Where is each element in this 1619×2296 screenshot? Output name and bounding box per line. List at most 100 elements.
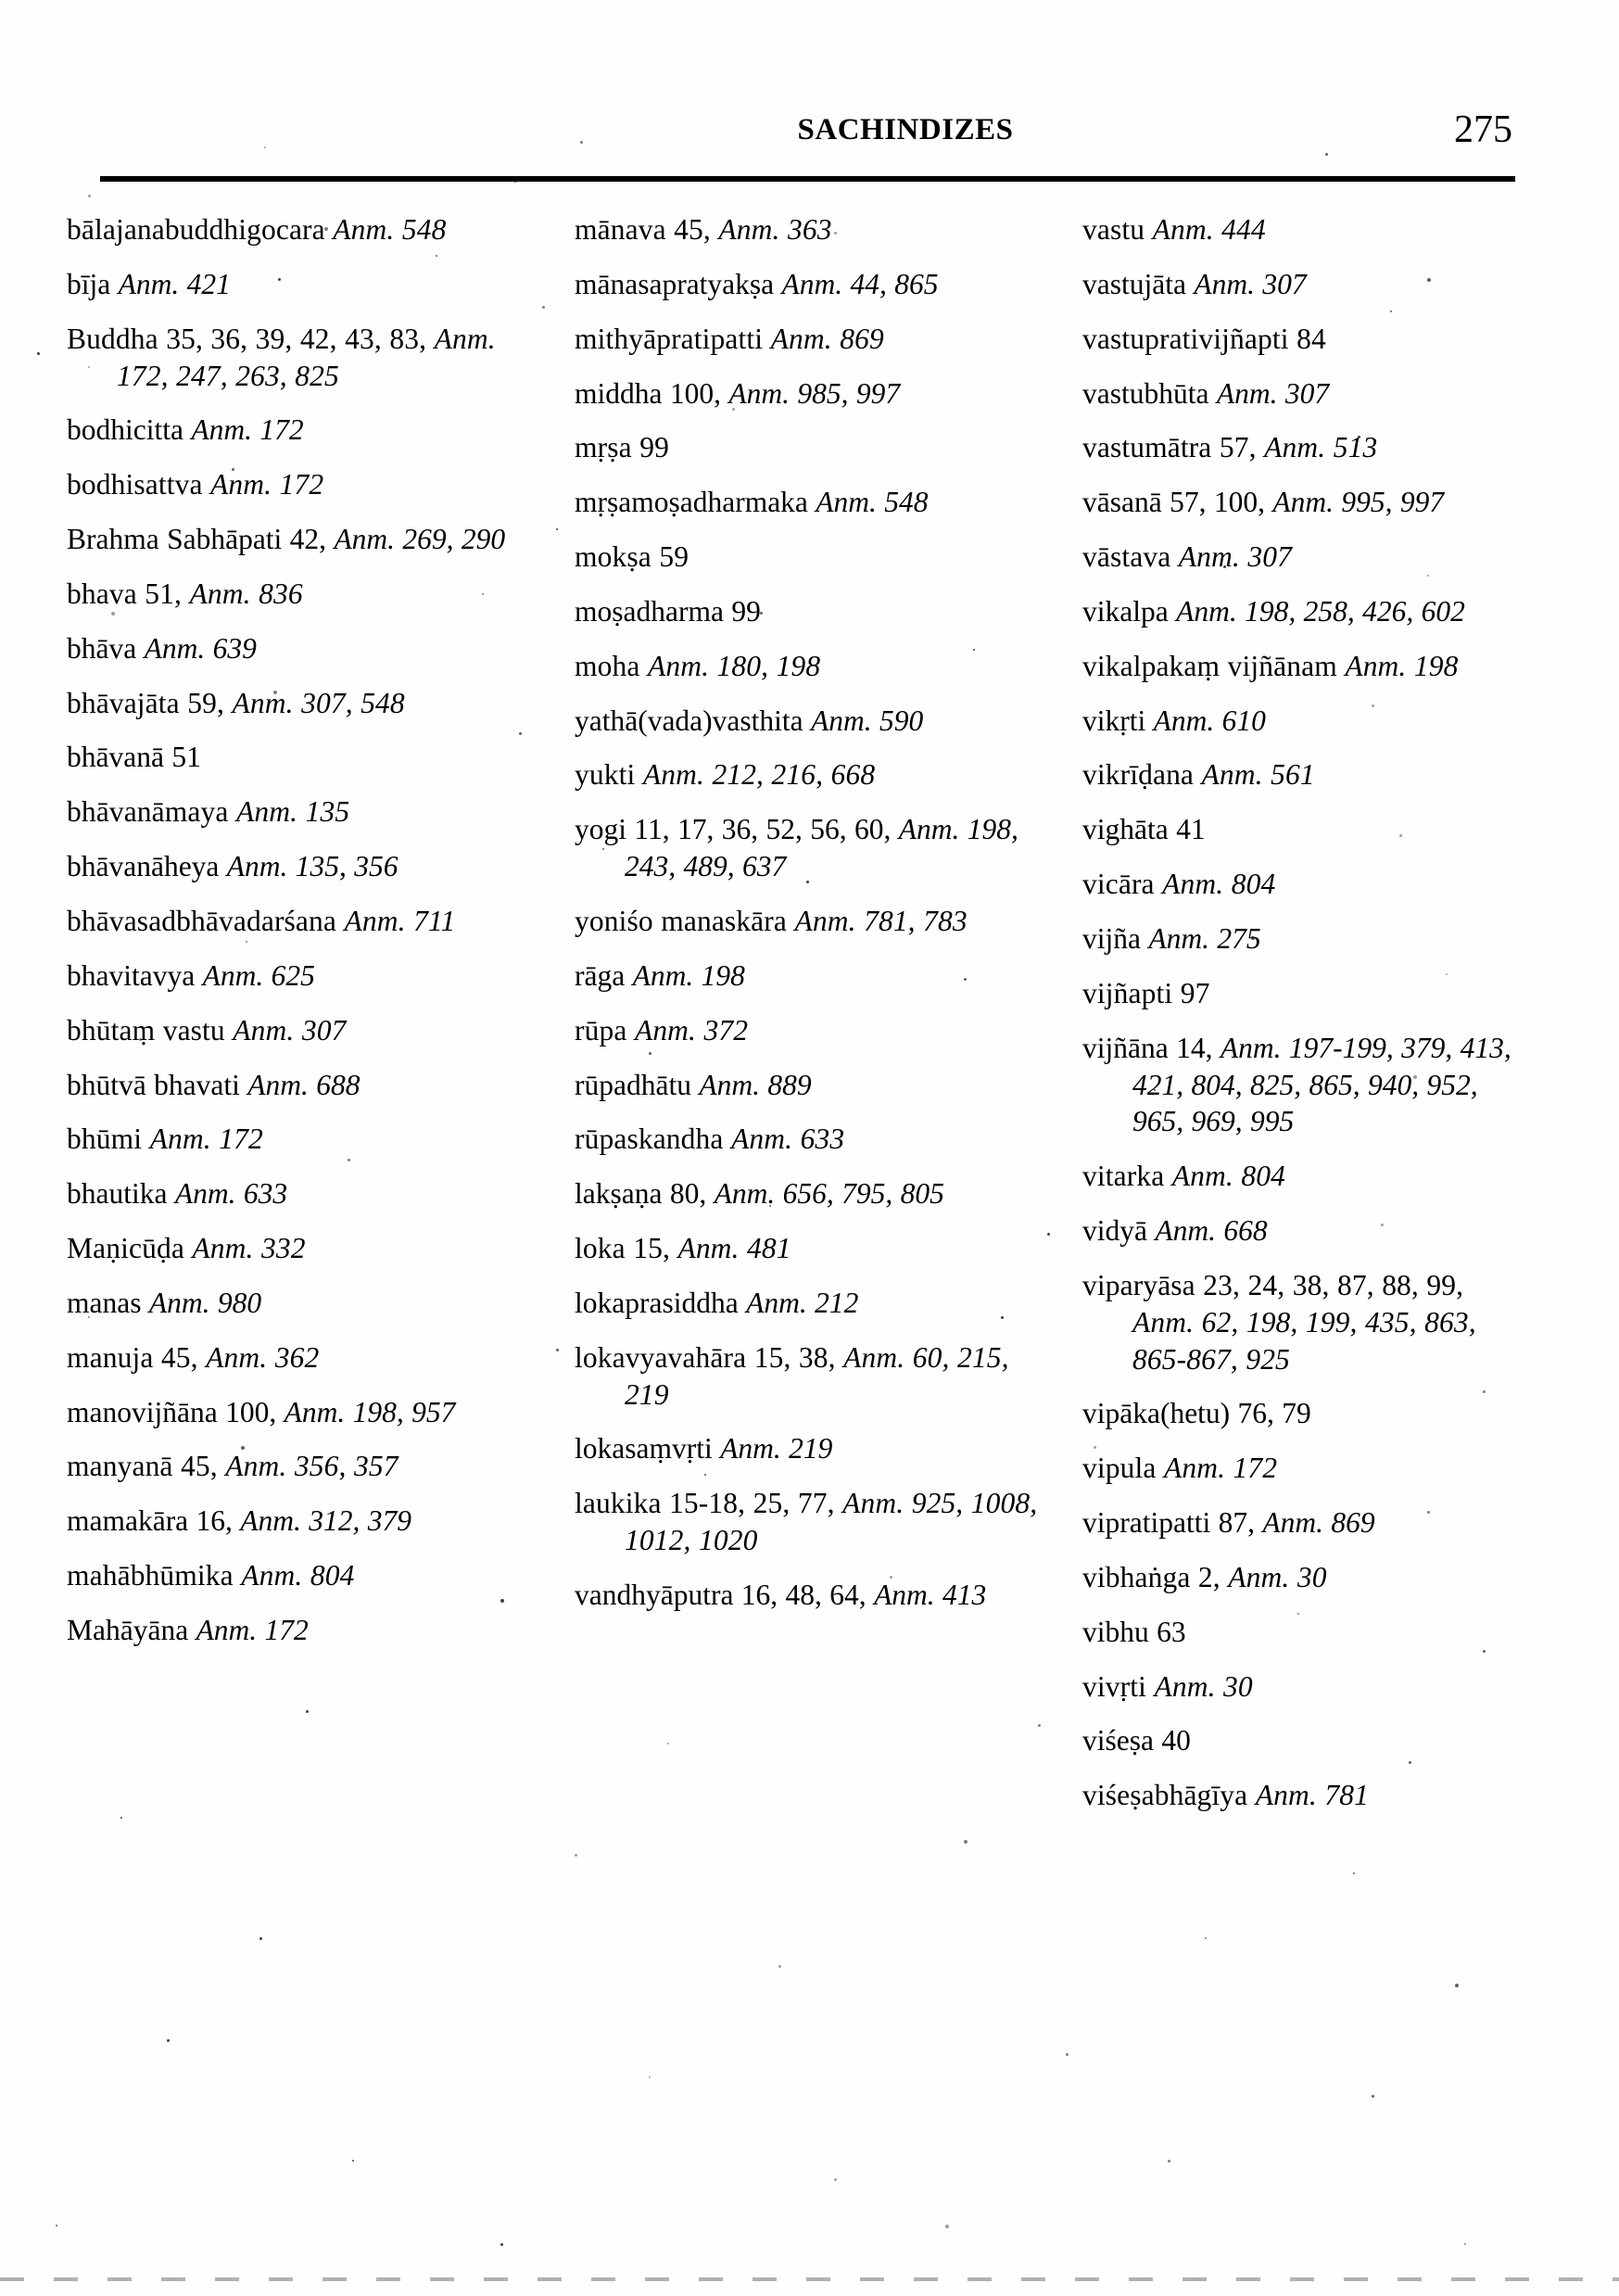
entry-headword: vijña <box>1082 921 1141 955</box>
entry-headword: Buddha 35, 36, 39, 42, 43, 83, <box>67 322 427 355</box>
entry-headword: mānasapratyakṣa <box>575 267 775 300</box>
entry-references: Anm. 62, 198, 199, 435, 863, 865-867, 92… <box>1132 1305 1476 1376</box>
index-entry: vastujāta Anm. 307 <box>1082 266 1531 303</box>
entry-headword: vighāta 41 <box>1082 813 1206 846</box>
entry-references: Anm. 889 <box>699 1068 812 1101</box>
entry-headword: vāstava <box>1082 540 1171 574</box>
entry-references: Anm. 307, 548 <box>232 686 405 719</box>
scan-speckle <box>352 2160 354 2162</box>
entry-headword: vastubhūta <box>1082 376 1209 410</box>
entry-headword: middha 100, <box>575 376 721 410</box>
index-entry: rūpadhātu Anm. 889 <box>575 1067 1040 1104</box>
index-entry: bhāvanāheya Anm. 135, 356 <box>67 848 549 885</box>
entry-references: Anm. 135 <box>235 795 350 829</box>
entry-headword: mahābhūmika <box>67 1559 234 1592</box>
entry-references: Anm. 610 <box>1153 704 1266 737</box>
column-2: mānava 45, Anm. 363 mānasapratyakṣa Anm. … <box>558 211 1049 1631</box>
scan-speckle <box>778 1965 781 1968</box>
entry-references: Anm. 804 <box>1162 868 1276 901</box>
entry-headword: bhūtaṃ vastu <box>67 1013 225 1047</box>
entry-references: Anm. 561 <box>1201 758 1315 792</box>
entry-headword: mānava 45, <box>575 213 711 246</box>
index-entry: vandhyāputra 16, 48, 64, Anm. 413 <box>575 1577 1040 1614</box>
index-entry: vāstava Anm. 307 <box>1082 539 1531 576</box>
entry-references: Anm. 332 <box>192 1232 306 1265</box>
index-entry: vijña Anm. 275 <box>1082 920 1531 958</box>
entry-headword: rūpaskandha <box>575 1123 724 1156</box>
index-entry: viparyāsa 23, 24, 38, 87, 88, 99, Anm. 6… <box>1082 1267 1531 1378</box>
entry-headword: vibhaṅga 2, <box>1082 1560 1221 1593</box>
index-entry: Mahāyāna Anm. 172 <box>67 1612 549 1649</box>
entry-references: Anm. 198, 957 <box>284 1395 456 1428</box>
entry-headword: vitarka <box>1082 1160 1165 1193</box>
index-entry: lokavyavahāra 15, 38, Anm. 60, 215, 219 <box>575 1339 1040 1414</box>
entry-headword: vikalpakaṃ vijñānam <box>1082 649 1337 682</box>
entry-references: Anm. 172 <box>191 413 304 447</box>
index-entry: bodhicitta Anm. 172 <box>67 412 549 449</box>
index-entry: manovijñāna 100, Anm. 198, 957 <box>67 1394 549 1431</box>
entry-headword: bhautika <box>67 1177 168 1211</box>
scan-speckle <box>1066 2053 1069 2056</box>
entry-references: Anm. 362 <box>206 1340 320 1374</box>
entry-headword: vipula <box>1082 1452 1157 1485</box>
entry-headword: vikṛti <box>1082 704 1146 737</box>
entry-headword: lokaprasiddha <box>575 1286 739 1319</box>
entry-headword: laukika 15-18, 25, 77, <box>575 1487 835 1520</box>
index-columns: bālajanabuddhigocara Anm. 548 bīja Anm. 4… <box>67 211 1549 1832</box>
index-entry: vikalpakaṃ vijñānam Anm. 198 <box>1082 648 1531 685</box>
entry-references: Anm. 219 <box>720 1432 833 1465</box>
scan-speckle <box>1464 2243 1466 2245</box>
index-entry: bhāvasadbhāvadarśana Anm. 711 <box>67 903 549 940</box>
entry-references: Anm. 180, 198 <box>647 649 821 682</box>
index-entry: yogi 11, 17, 36, 52, 56, 60, Anm. 198, 2… <box>575 811 1040 885</box>
index-entry: mahābhūmika Anm. 804 <box>67 1557 549 1594</box>
index-entry: vibhu 63 <box>1082 1614 1531 1651</box>
index-entry: bodhisattva Anm. 172 <box>67 466 549 503</box>
entry-references: Anm. 212 <box>746 1286 859 1319</box>
scan-speckle <box>167 2039 170 2042</box>
entry-references: Anm. 307 <box>233 1013 347 1047</box>
entry-references: Anm. 633 <box>731 1123 845 1156</box>
entry-references: Anm. 548 <box>816 486 929 519</box>
scan-speckle <box>945 2225 949 2228</box>
entry-headword: viśeṣabhāgīya <box>1082 1779 1248 1812</box>
entry-references: Anm. 198, 243, 489, 637 <box>625 813 1018 883</box>
entry-references: Anm. 980 <box>148 1286 262 1319</box>
header-rule <box>100 176 1515 182</box>
entry-references: Anm. 172 <box>210 468 324 501</box>
entry-references: Anm. 30 <box>1154 1669 1253 1703</box>
entry-references: Anm. 513 <box>1264 431 1378 464</box>
entry-headword: mṛṣamoṣadharmaka <box>575 486 808 519</box>
index-entry: manyanā 45, Anm. 356, 357 <box>67 1448 549 1485</box>
index-entry: manas Anm. 980 <box>67 1285 549 1322</box>
entry-headword: yogi 11, 17, 36, 52, 56, 60, <box>575 813 892 846</box>
running-head: SACHINDIZES 275 <box>104 108 1512 182</box>
entry-references: Anm. 198, 258, 426, 602 <box>1176 594 1465 628</box>
index-entry: vastu Anm. 444 <box>1082 211 1531 248</box>
entry-references: Anm. 198 <box>1345 649 1459 682</box>
entry-references: Anm. 197-199, 379, 413, 421, 804, 825, 8… <box>1132 1031 1511 1138</box>
entry-headword: yoniśo manaskāra <box>575 904 787 937</box>
entry-headword: bhūmi <box>67 1123 143 1156</box>
scan-speckle <box>834 2178 837 2181</box>
index-entry: vikrīḍana Anm. 561 <box>1082 756 1531 793</box>
index-entry: laukika 15-18, 25, 77, Anm. 925, 1008, 1… <box>575 1485 1040 1559</box>
index-entry: vipāka(hetu) 76, 79 <box>1082 1395 1531 1432</box>
entry-headword: rūpadhātu <box>575 1068 691 1101</box>
index-entry: bhāvanā 51 <box>67 739 549 776</box>
entry-references: Anm. 656, 795, 805 <box>714 1177 944 1211</box>
scan-speckle <box>1168 2160 1170 2163</box>
entry-references: Anm. 711 <box>344 904 456 937</box>
entry-headword: vipratipatti 87, <box>1082 1506 1255 1540</box>
index-entry: vibhaṅga 2, Anm. 30 <box>1082 1559 1531 1596</box>
scan-speckle <box>56 2225 57 2226</box>
scan-speckle <box>500 2243 503 2246</box>
entry-headword: bhūtvā bhavati <box>67 1068 240 1101</box>
index-entry: vighāta 41 <box>1082 811 1531 848</box>
entry-headword: yathā(vada)vasthita <box>575 704 803 737</box>
entry-references: Anm. 781 <box>1255 1779 1369 1812</box>
entry-references: Anm. 307 <box>1178 540 1292 574</box>
entry-headword: bhāvanāheya <box>67 850 220 883</box>
index-entry: lokaprasiddha Anm. 212 <box>575 1285 1040 1322</box>
